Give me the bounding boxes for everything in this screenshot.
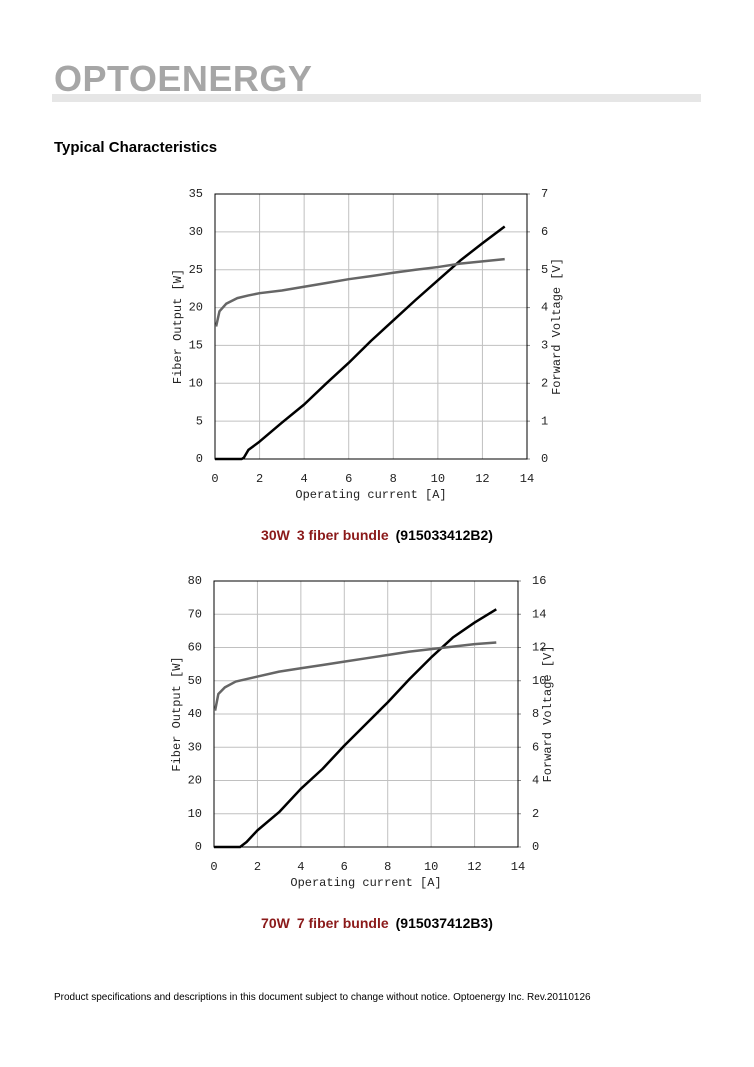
x-tick-label: 8 bbox=[384, 860, 391, 874]
y2-tick-label: 10 bbox=[532, 674, 546, 688]
y-axis-label: Fiber Output [W] bbox=[170, 656, 184, 771]
x-tick-label: 12 bbox=[467, 860, 481, 874]
y2-tick-label: 6 bbox=[532, 740, 539, 754]
y2-tick-label: 0 bbox=[541, 452, 548, 466]
x-tick-label: 4 bbox=[297, 860, 304, 874]
x-tick-label: 6 bbox=[341, 860, 348, 874]
y2-axis-label: Forward Voltage [V] bbox=[541, 646, 555, 783]
series-line bbox=[214, 257, 505, 327]
caption-part: 70W bbox=[261, 915, 291, 931]
plot-frame bbox=[213, 580, 519, 848]
caption-part: (915033412B2) bbox=[396, 527, 493, 543]
y2-tick-label: 8 bbox=[532, 707, 539, 721]
x-tick-label: 10 bbox=[424, 860, 438, 874]
y2-tick-label: 1 bbox=[541, 414, 548, 428]
x-tick-label: 2 bbox=[254, 860, 261, 874]
y2-tick-label: 12 bbox=[532, 641, 546, 655]
y-tick-label: 15 bbox=[189, 339, 203, 353]
x-tick-label: 6 bbox=[345, 472, 352, 486]
y-tick-label: 20 bbox=[189, 301, 203, 315]
x-tick-label: 14 bbox=[520, 472, 534, 486]
y2-tick-label: 2 bbox=[532, 807, 539, 821]
caption-part: 3 fiber bundle bbox=[297, 527, 389, 543]
y-tick-label: 20 bbox=[188, 774, 202, 788]
y-tick-label: 40 bbox=[188, 707, 202, 721]
y-tick-label: 30 bbox=[189, 225, 203, 239]
x-tick-label: 8 bbox=[390, 472, 397, 486]
y-tick-label: 35 bbox=[189, 187, 203, 201]
y2-tick-label: 4 bbox=[532, 774, 539, 788]
series-line bbox=[215, 225, 506, 461]
y-tick-label: 50 bbox=[188, 674, 202, 688]
plot-frame bbox=[214, 193, 528, 460]
x-tick-label: 2 bbox=[256, 472, 263, 486]
series-line bbox=[213, 641, 497, 711]
y2-axis-label: Forward Voltage [V] bbox=[550, 258, 564, 395]
y2-tick-label: 3 bbox=[541, 339, 548, 353]
x-tick-label: 12 bbox=[475, 472, 489, 486]
y2-tick-label: 5 bbox=[541, 263, 548, 277]
caption-part: (915037412B3) bbox=[396, 915, 493, 931]
y-tick-label: 30 bbox=[188, 740, 202, 754]
y-tick-label: 5 bbox=[196, 414, 203, 428]
y-tick-label: 70 bbox=[188, 607, 202, 621]
y-axis-label: Fiber Output [W] bbox=[171, 269, 185, 384]
y2-tick-label: 4 bbox=[541, 301, 548, 315]
header-bar bbox=[52, 94, 701, 102]
y-tick-label: 0 bbox=[196, 452, 203, 466]
x-tick-label: 10 bbox=[431, 472, 445, 486]
x-tick-label: 0 bbox=[211, 472, 218, 486]
y2-tick-label: 7 bbox=[541, 187, 548, 201]
series-line bbox=[214, 608, 497, 849]
x-tick-label: 14 bbox=[511, 860, 525, 874]
y-tick-label: 25 bbox=[189, 263, 203, 277]
section-title: Typical Characteristics bbox=[54, 139, 218, 156]
y2-tick-label: 16 bbox=[532, 574, 546, 588]
y2-tick-label: 14 bbox=[532, 607, 546, 621]
y2-tick-label: 2 bbox=[541, 376, 548, 390]
caption-part: 30W bbox=[261, 527, 291, 543]
chart-caption: 30W 3 fiber bundle (915033412B2) bbox=[261, 527, 493, 543]
footer: Product specifications and descriptions … bbox=[54, 992, 591, 1003]
y-tick-label: 60 bbox=[188, 641, 202, 655]
logo: OPTOENERGY bbox=[54, 58, 313, 99]
y-tick-label: 10 bbox=[189, 376, 203, 390]
y2-tick-label: 0 bbox=[532, 840, 539, 854]
x-tick-label: 4 bbox=[301, 472, 308, 486]
chart-caption: 70W 7 fiber bundle (915037412B3) bbox=[261, 915, 493, 931]
x-axis-label: Operating current [A] bbox=[290, 876, 441, 890]
caption-part: 7 fiber bundle bbox=[297, 915, 389, 931]
x-tick-label: 0 bbox=[210, 860, 217, 874]
x-axis-label: Operating current [A] bbox=[295, 488, 446, 502]
y-tick-label: 10 bbox=[188, 807, 202, 821]
y2-tick-label: 6 bbox=[541, 225, 548, 239]
y-tick-label: 0 bbox=[195, 840, 202, 854]
y-tick-label: 80 bbox=[188, 574, 202, 588]
